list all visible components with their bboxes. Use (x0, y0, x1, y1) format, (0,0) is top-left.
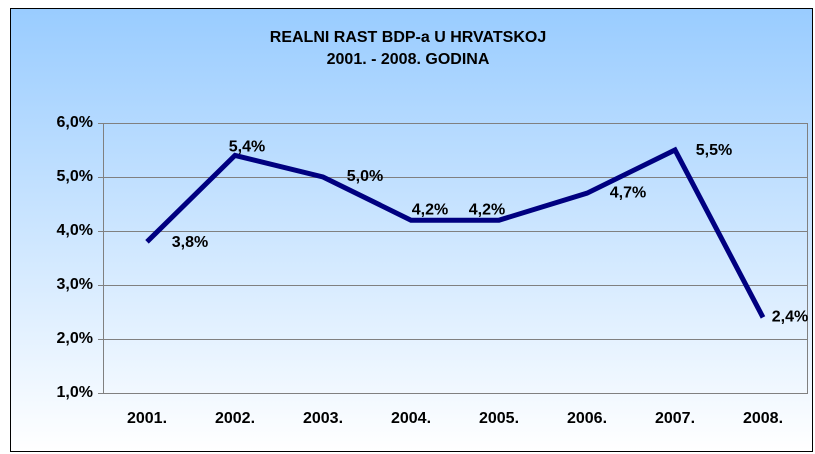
y-tick-label: 6,0% (57, 114, 93, 131)
x-tick-label: 2006. (567, 410, 607, 427)
x-tick-label: 2002. (215, 410, 255, 427)
y-tick-label: 5,0% (57, 168, 93, 185)
chart-subtitle: 2001. - 2008. GODINA (327, 51, 490, 68)
x-tick-label: 2007. (655, 410, 695, 427)
x-tick-label: 2004. (391, 410, 431, 427)
y-tick-label: 3,0% (57, 276, 93, 293)
data-label: 2,4% (772, 309, 808, 326)
chart-frame (10, 8, 813, 452)
data-label: 4,2% (469, 201, 505, 218)
x-tick-label: 2005. (479, 410, 519, 427)
data-label: 5,0% (347, 168, 383, 185)
y-tick-label: 2,0% (57, 330, 93, 347)
data-label: 5,5% (696, 142, 732, 159)
data-line (145, 146, 766, 319)
data-label: 5,4% (229, 139, 265, 156)
chart-title: REALNI RAST BDP-a U HRVATSKOJ (270, 29, 546, 46)
y-tick-label: 1,0% (57, 384, 93, 401)
y-tick-label: 4,0% (57, 222, 93, 239)
data-label: 4,7% (610, 184, 646, 201)
data-label: 3,8% (172, 234, 208, 251)
x-tick-label: 2001. (127, 410, 167, 427)
x-tick-label: 2008. (743, 410, 783, 427)
x-tick-label: 2003. (303, 410, 343, 427)
data-label: 4,2% (412, 201, 448, 218)
